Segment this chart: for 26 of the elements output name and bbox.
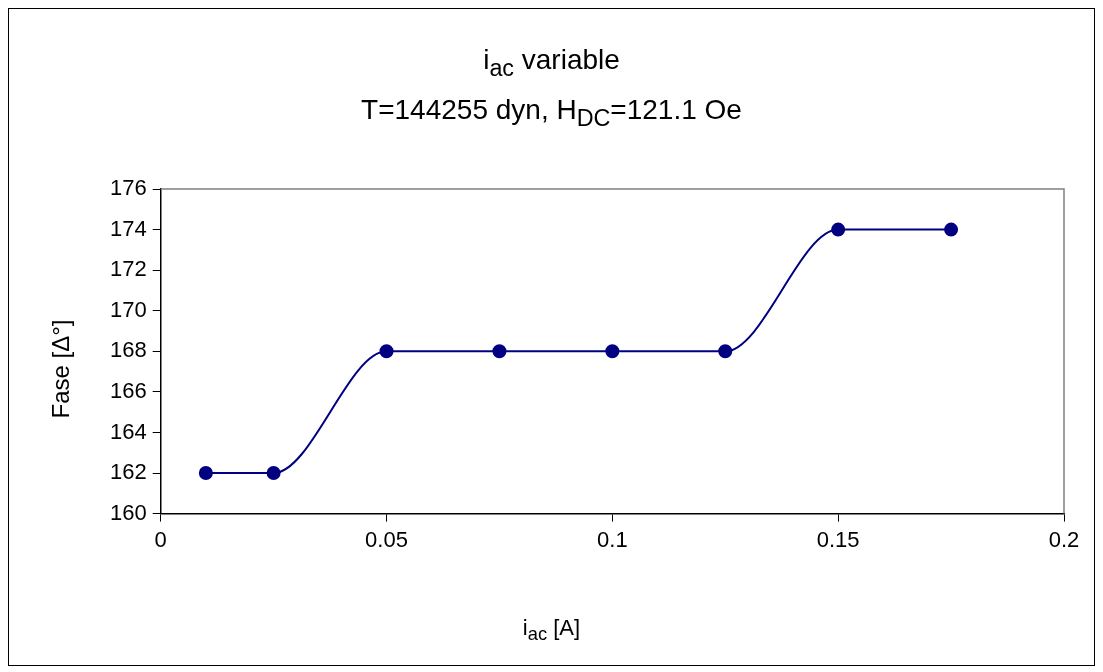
x-tick-label: 0.15	[816, 526, 860, 552]
y-tick-label: 166	[109, 377, 147, 403]
y-tick-label: 168	[109, 337, 147, 363]
y-tick-label: 164	[109, 418, 147, 444]
point	[605, 344, 620, 359]
y-tick-label: 174	[109, 215, 147, 241]
point	[718, 344, 733, 359]
x-tick-label: 0.2	[1048, 526, 1080, 552]
y-tick-label: 162	[109, 459, 147, 485]
point	[266, 466, 281, 481]
y-tick-label: 170	[109, 296, 147, 322]
point	[492, 344, 507, 359]
y-tick-label: 176	[109, 175, 147, 201]
point	[379, 344, 394, 359]
point	[831, 222, 846, 237]
point	[198, 466, 213, 481]
y-axis-title: Fase [Δ°]	[47, 319, 75, 419]
chart-title: i$_{ac}$ variable	[482, 43, 621, 83]
chart-subtitle: T=144255 dyn, H$_{DC}$=121.1 Oe	[360, 92, 743, 133]
x-tick-label: 0.1	[597, 526, 628, 552]
x-tick-label: 0	[154, 526, 167, 552]
point	[944, 222, 959, 237]
y-tick-label: 160	[109, 499, 147, 525]
x-axis-title: i$_{ac}$ [A]	[521, 615, 582, 646]
y-tick-label: 172	[109, 256, 147, 282]
x-tick-label: 0.05	[365, 526, 408, 552]
